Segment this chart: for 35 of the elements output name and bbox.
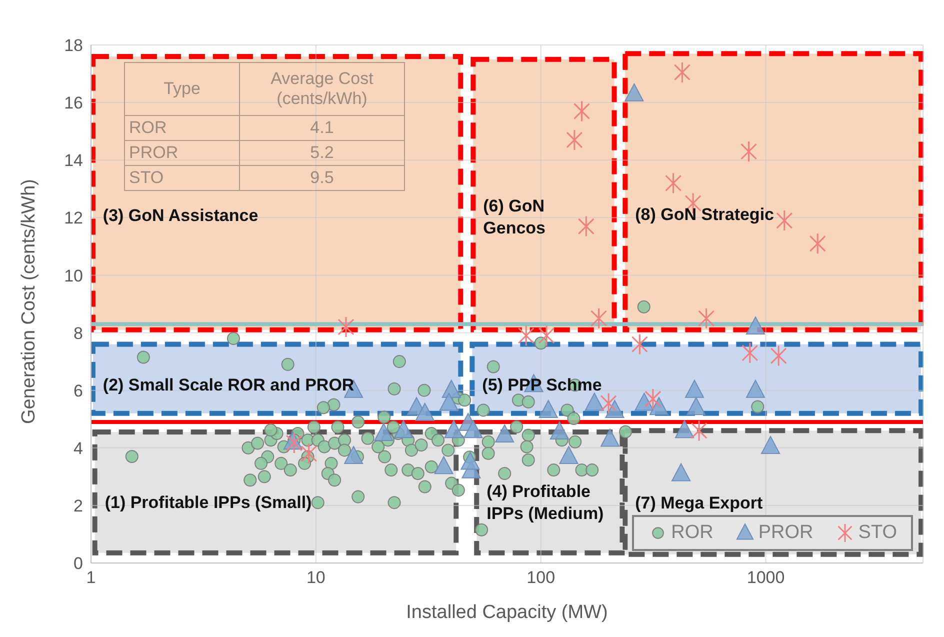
annotation: (4) Profitable IPPs (Medium) xyxy=(486,482,604,524)
y-tick-label: 12 xyxy=(64,208,83,228)
x-tick-label: 1000 xyxy=(746,568,785,588)
annotation: STO xyxy=(124,166,240,190)
y-tick-label: 0 xyxy=(74,554,83,574)
annotation: Type xyxy=(124,62,240,116)
y-tick-label: 4 xyxy=(74,438,83,458)
y-axis-title: Generation Cost (cents/kWh) xyxy=(18,179,40,424)
y-tick-label: 14 xyxy=(64,151,83,170)
legend-label: STO xyxy=(857,522,897,544)
y-tick-label: 6 xyxy=(74,381,83,400)
x-tick-label: 1 xyxy=(86,568,96,588)
annotation: (1) Profitable IPPs (Small) xyxy=(104,493,312,512)
annotation: PROR xyxy=(124,140,240,166)
annotation: (3) GoN Assistance xyxy=(102,206,258,226)
legend-label: ROR xyxy=(670,522,714,544)
annotation: (8) GoN Strategic xyxy=(635,204,774,224)
y-tick-label: 16 xyxy=(64,94,83,113)
annotation: 9.5 xyxy=(240,166,404,190)
annotation: (6) GoN Gencos xyxy=(483,196,546,238)
y-tick-label: 18 xyxy=(64,36,83,56)
annotation: 5.2 xyxy=(240,140,404,166)
annotation: ROR xyxy=(124,116,240,140)
y-tick-label: 8 xyxy=(74,324,83,343)
annotation: (5) PPP Schme xyxy=(482,375,602,394)
x-tick-label: 10 xyxy=(306,568,326,588)
x-axis-title: Installed Capacity (MW) xyxy=(406,602,608,623)
legend-label: PROR xyxy=(757,522,814,544)
annotation: 4.1 xyxy=(240,116,404,140)
annotation: (7) Mega Export xyxy=(635,493,763,512)
x-tick-label: 100 xyxy=(526,568,556,588)
annotation: (2) Small Scale ROR and PROR xyxy=(102,375,354,394)
annotation: Average Cost (cents/kWh) xyxy=(240,62,404,116)
y-tick-label: 2 xyxy=(74,496,83,516)
y-tick-label: 10 xyxy=(64,266,83,286)
